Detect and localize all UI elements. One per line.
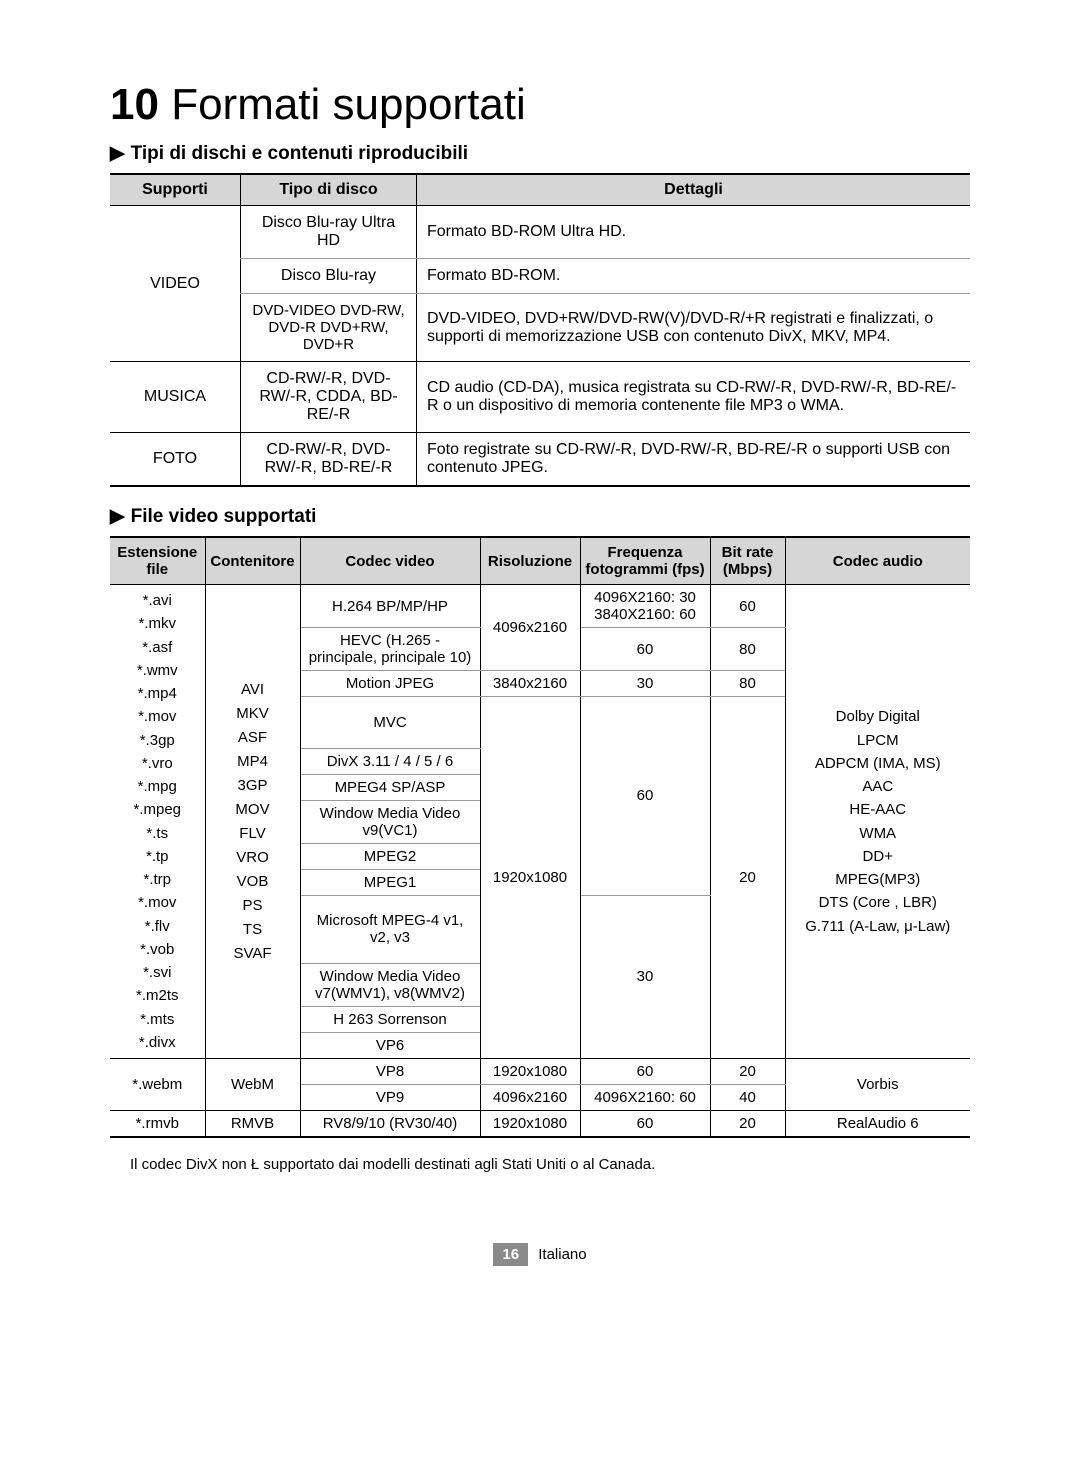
cell: 4096x2160 — [480, 585, 580, 671]
cell: 4096X2160: 60 — [580, 1085, 710, 1111]
footnote: Il codec DivX non Ł supportato dai model… — [130, 1156, 970, 1173]
chapter-title-text: Formati supportati — [171, 80, 526, 129]
cell: 60 — [580, 628, 710, 671]
cell: 1920x1080 — [480, 1111, 580, 1138]
cell: WebM — [205, 1059, 300, 1111]
cell: 80 — [710, 628, 785, 671]
cell: 40 — [710, 1085, 785, 1111]
cell: 60 — [580, 697, 710, 896]
cell: Foto registrate su CD-RW/-R, DVD-RW/-R, … — [417, 433, 971, 487]
cell: 80 — [710, 671, 785, 697]
disc-table: Supporti Tipo di disco Dettagli VIDEO Di… — [110, 173, 970, 487]
th-bitrate: Bit rate (Mbps) — [710, 537, 785, 585]
page-number: 16 — [493, 1243, 528, 1266]
cell: 20 — [710, 1059, 785, 1085]
cell: 3840x2160 — [480, 671, 580, 697]
cell: 30 — [580, 895, 710, 1059]
cell: Motion JPEG — [300, 671, 480, 697]
cell: CD-RW/-R, DVD-RW/-R, BD-RE/-R — [241, 433, 417, 487]
triangle-icon: ▶ — [110, 505, 125, 528]
cell: RealAudio 6 — [785, 1111, 970, 1138]
cell: H.264 BP/MP/HP — [300, 585, 480, 628]
cell: 30 — [580, 671, 710, 697]
cell-musica-label: MUSICA — [110, 362, 241, 433]
cell: DivX 3.11 / 4 / 5 / 6 — [300, 748, 480, 774]
cell: CD-RW/-R, DVD-RW/-R, CDDA, BD-RE/-R — [241, 362, 417, 433]
cell: Disco Blu-ray — [241, 259, 417, 294]
cell: H 263 Sorrenson — [300, 1007, 480, 1033]
cell: 60 — [710, 585, 785, 628]
cell: *.rmvb — [110, 1111, 205, 1138]
cell: MPEG1 — [300, 869, 480, 895]
cell: Formato BD-ROM Ultra HD. — [417, 206, 971, 259]
th-dettagli: Dettagli — [417, 174, 971, 206]
cell: 1920x1080 — [480, 697, 580, 1059]
chapter-number: 10 — [110, 80, 159, 129]
cell-cont-list: AVI MKV ASF MP4 3GP MOV FLV VRO VOB PS T… — [205, 585, 300, 1059]
cell-video-label: VIDEO — [110, 206, 241, 362]
cell: 20 — [710, 697, 785, 1059]
cell-foto-label: FOTO — [110, 433, 241, 487]
cell: DVD-VIDEO, DVD+RW/DVD-RW(V)/DVD-R/+R reg… — [417, 294, 971, 362]
cell: HEVC (H.265 - principale, principale 10) — [300, 628, 480, 671]
section-heading-discs: ▶Tipi di dischi e contenuti riproducibil… — [110, 142, 970, 165]
cell: 60 — [580, 1059, 710, 1085]
th-res: Risoluzione — [480, 537, 580, 585]
cell: MPEG4 SP/ASP — [300, 774, 480, 800]
cell: CD audio (CD-DA), musica registrata su C… — [417, 362, 971, 433]
chapter-title: 10 Formati supportati — [110, 80, 970, 130]
cell: MPEG2 — [300, 843, 480, 869]
cell: VP9 — [300, 1085, 480, 1111]
cell: Window Media Video v7(WMV1), v8(WMV2) — [300, 964, 480, 1007]
footer-lang: Italiano — [538, 1246, 586, 1263]
cell: 60 — [580, 1111, 710, 1138]
th-supporti: Supporti — [110, 174, 241, 206]
th-tipo: Tipo di disco — [241, 174, 417, 206]
th-vcodec: Codec video — [300, 537, 480, 585]
th-ext: Estensione file — [110, 537, 205, 585]
cell: 4096X2160: 30 3840X2160: 60 — [580, 585, 710, 628]
triangle-icon: ▶ — [110, 142, 125, 165]
cell: VP8 — [300, 1059, 480, 1085]
cell: *.webm — [110, 1059, 205, 1111]
cell: Window Media Video v9(VC1) — [300, 800, 480, 843]
footer: 16 Italiano — [110, 1243, 970, 1266]
th-fps: Frequenza fotogrammi (fps) — [580, 537, 710, 585]
cell: Microsoft MPEG-4 v1, v2, v3 — [300, 895, 480, 964]
cell: VP6 — [300, 1033, 480, 1059]
cell: MVC — [300, 697, 480, 749]
cell: Vorbis — [785, 1059, 970, 1111]
cell: Disco Blu-ray Ultra HD — [241, 206, 417, 259]
th-acodec: Codec audio — [785, 537, 970, 585]
cell: Formato BD-ROM. — [417, 259, 971, 294]
video-table: Estensione file Contenitore Codec video … — [110, 536, 970, 1138]
cell: 1920x1080 — [480, 1059, 580, 1085]
th-cont: Contenitore — [205, 537, 300, 585]
cell-ext-list: *.avi *.mkv *.asf *.wmv *.mp4 *.mov *.3g… — [110, 585, 205, 1059]
cell: 20 — [710, 1111, 785, 1138]
cell: DVD-VIDEO DVD-RW, DVD-R DVD+RW, DVD+R — [241, 294, 417, 362]
cell: 4096x2160 — [480, 1085, 580, 1111]
cell: RV8/9/10 (RV30/40) — [300, 1111, 480, 1138]
cell: RMVB — [205, 1111, 300, 1138]
section-heading-video: ▶File video supportati — [110, 505, 970, 528]
cell-audio-list: Dolby Digital LPCM ADPCM (IMA, MS) AAC H… — [785, 585, 970, 1059]
